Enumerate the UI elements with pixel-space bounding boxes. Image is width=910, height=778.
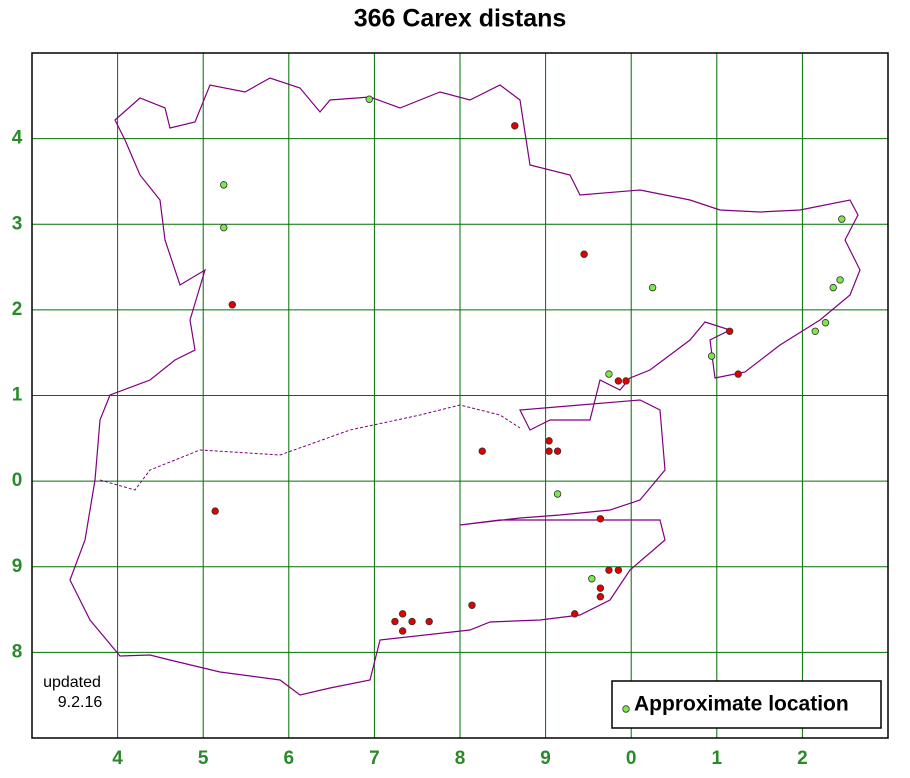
x-tick-label: 4: [112, 748, 123, 769]
x-tick-label: 0: [626, 748, 637, 769]
x-tick-label: 5: [198, 748, 209, 769]
record-point: [622, 377, 630, 385]
x-tick-label: 8: [455, 748, 466, 769]
record-point: [220, 181, 228, 189]
annotation: updated: [43, 674, 101, 691]
record-point: [545, 437, 553, 445]
record-point: [478, 447, 486, 455]
county-outline: [69, 77, 861, 696]
plot-frame: [31, 52, 889, 739]
record-point: [398, 610, 407, 618]
record-point: [228, 301, 237, 309]
record-point: [836, 276, 844, 284]
record-point: [605, 566, 613, 574]
record-point: [468, 601, 476, 609]
record-point: [511, 122, 519, 130]
y-tick-label: 3: [12, 213, 23, 234]
record-point: [220, 223, 228, 232]
legend: Approximate location: [611, 680, 882, 729]
record-point: [829, 283, 837, 292]
legend-label: Approximate location: [634, 693, 849, 716]
legend-box: [611, 680, 882, 729]
grid: [32, 53, 888, 738]
record-point: [811, 327, 819, 335]
record-point: [614, 377, 623, 385]
y-tick-label: 8: [12, 641, 23, 662]
record-point: [545, 447, 553, 455]
record-point: [571, 610, 579, 618]
points: [211, 95, 846, 635]
record-point: [648, 283, 657, 292]
record-point: [725, 327, 734, 335]
annotation: 9.2.16: [58, 694, 103, 711]
x-tick-label: 7: [369, 748, 380, 769]
record-point: [211, 507, 219, 515]
record-point: [391, 617, 399, 626]
x-tick-label: 2: [797, 748, 808, 769]
record-point: [734, 370, 742, 378]
district-boundary: [99, 404, 521, 491]
x-tick-label: 1: [712, 748, 723, 769]
record-point: [838, 215, 846, 223]
record-point: [605, 370, 613, 378]
record-point: [596, 584, 605, 592]
map-title: 366 Carex distans: [354, 5, 567, 33]
legend-marker: [622, 705, 630, 713]
y-tick-label: 2: [12, 299, 23, 320]
record-point: [580, 250, 588, 258]
record-point: [588, 575, 596, 583]
y-tick-label: 9: [12, 556, 23, 577]
y-tick-label: 0: [12, 470, 23, 491]
record-point: [553, 490, 562, 498]
x-tick-label: 9: [540, 748, 551, 769]
record-point: [398, 627, 407, 635]
record-point: [614, 566, 623, 574]
record-point: [707, 352, 716, 360]
record-point: [553, 447, 562, 455]
record-point: [821, 319, 830, 327]
x-tick-label: 6: [284, 748, 295, 769]
record-point: [596, 515, 605, 523]
record-point: [596, 593, 605, 601]
y-tick-label: 1: [12, 385, 23, 406]
record-point: [365, 95, 373, 103]
record-point: [408, 617, 416, 626]
y-tick-label: 4: [12, 128, 23, 149]
record-point: [425, 617, 433, 626]
